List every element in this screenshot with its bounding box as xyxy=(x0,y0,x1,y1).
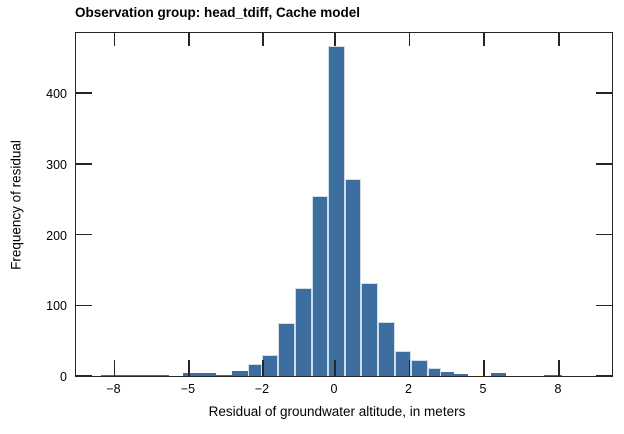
y-tick-right xyxy=(596,92,612,94)
histogram-bar xyxy=(428,368,441,376)
histogram-bar xyxy=(101,374,118,376)
histogram-bar xyxy=(183,372,199,376)
y-tick-label: 0 xyxy=(60,370,67,384)
histogram-bar xyxy=(491,373,506,376)
x-tick xyxy=(558,360,560,376)
y-tick xyxy=(76,163,92,165)
y-tick xyxy=(76,375,92,377)
y-tick-right xyxy=(596,304,612,306)
x-axis-title: Residual of groundwater altitude, in met… xyxy=(208,404,466,419)
x-tick-label: −5 xyxy=(180,382,196,396)
y-tick xyxy=(76,92,92,94)
histogram-bar xyxy=(361,282,378,376)
x-tick-label: −8 xyxy=(106,382,121,396)
histogram-bar xyxy=(411,359,428,376)
histogram-bar xyxy=(248,364,262,376)
y-axis-title: Frequency of residual xyxy=(8,140,24,270)
x-tick-label: 5 xyxy=(479,382,487,396)
histogram-bar xyxy=(134,374,151,376)
x-tick xyxy=(408,360,411,376)
y-tick-right xyxy=(596,375,612,377)
x-tick xyxy=(113,360,116,376)
x-tick-label: 8 xyxy=(554,382,562,396)
histogram-bar xyxy=(345,179,361,376)
x-tick-top xyxy=(408,33,411,46)
x-tick xyxy=(483,360,485,376)
x-tick-label: 0 xyxy=(330,382,338,396)
histogram-bar xyxy=(441,371,454,376)
y-tick-label: 300 xyxy=(46,157,67,172)
y-tick xyxy=(76,304,92,306)
y-tick-label: 200 xyxy=(46,228,67,243)
x-tick-top xyxy=(483,33,485,46)
histogram-bar xyxy=(278,322,295,376)
y-tick-right xyxy=(596,233,612,236)
histogram-bar xyxy=(395,351,411,376)
x-tick-top xyxy=(558,33,560,46)
histogram-bar xyxy=(118,374,134,376)
x-tick-label: −2 xyxy=(254,382,270,396)
x-tick-top xyxy=(113,33,116,46)
histogram-bar xyxy=(295,287,312,376)
y-tick-right xyxy=(596,163,612,165)
histogram-bar xyxy=(216,374,232,376)
histogram-bar xyxy=(544,374,562,376)
histogram-bar xyxy=(378,322,395,376)
x-tick-top xyxy=(334,33,336,46)
histogram-bar xyxy=(312,195,328,376)
chart-title: Observation group: head_tdiff, Cache mod… xyxy=(75,5,361,20)
histogram-bar xyxy=(199,372,216,376)
histogram-bar xyxy=(262,354,278,376)
x-tick-top xyxy=(262,33,264,46)
x-tick xyxy=(262,360,264,376)
y-tick xyxy=(76,233,92,236)
x-tick xyxy=(334,360,336,376)
histogram-bars-layer xyxy=(76,33,612,376)
histogram-bar xyxy=(151,374,169,376)
x-tick-top xyxy=(188,33,190,46)
histogram-bar xyxy=(232,371,248,376)
histogram-bar xyxy=(454,373,468,376)
x-tick xyxy=(188,360,190,376)
x-tick-label: 2 xyxy=(405,382,412,396)
plot-area xyxy=(75,32,613,377)
y-tick-label: 100 xyxy=(46,299,67,314)
y-tick-label: 400 xyxy=(46,87,67,101)
histogram-bar xyxy=(328,46,345,376)
